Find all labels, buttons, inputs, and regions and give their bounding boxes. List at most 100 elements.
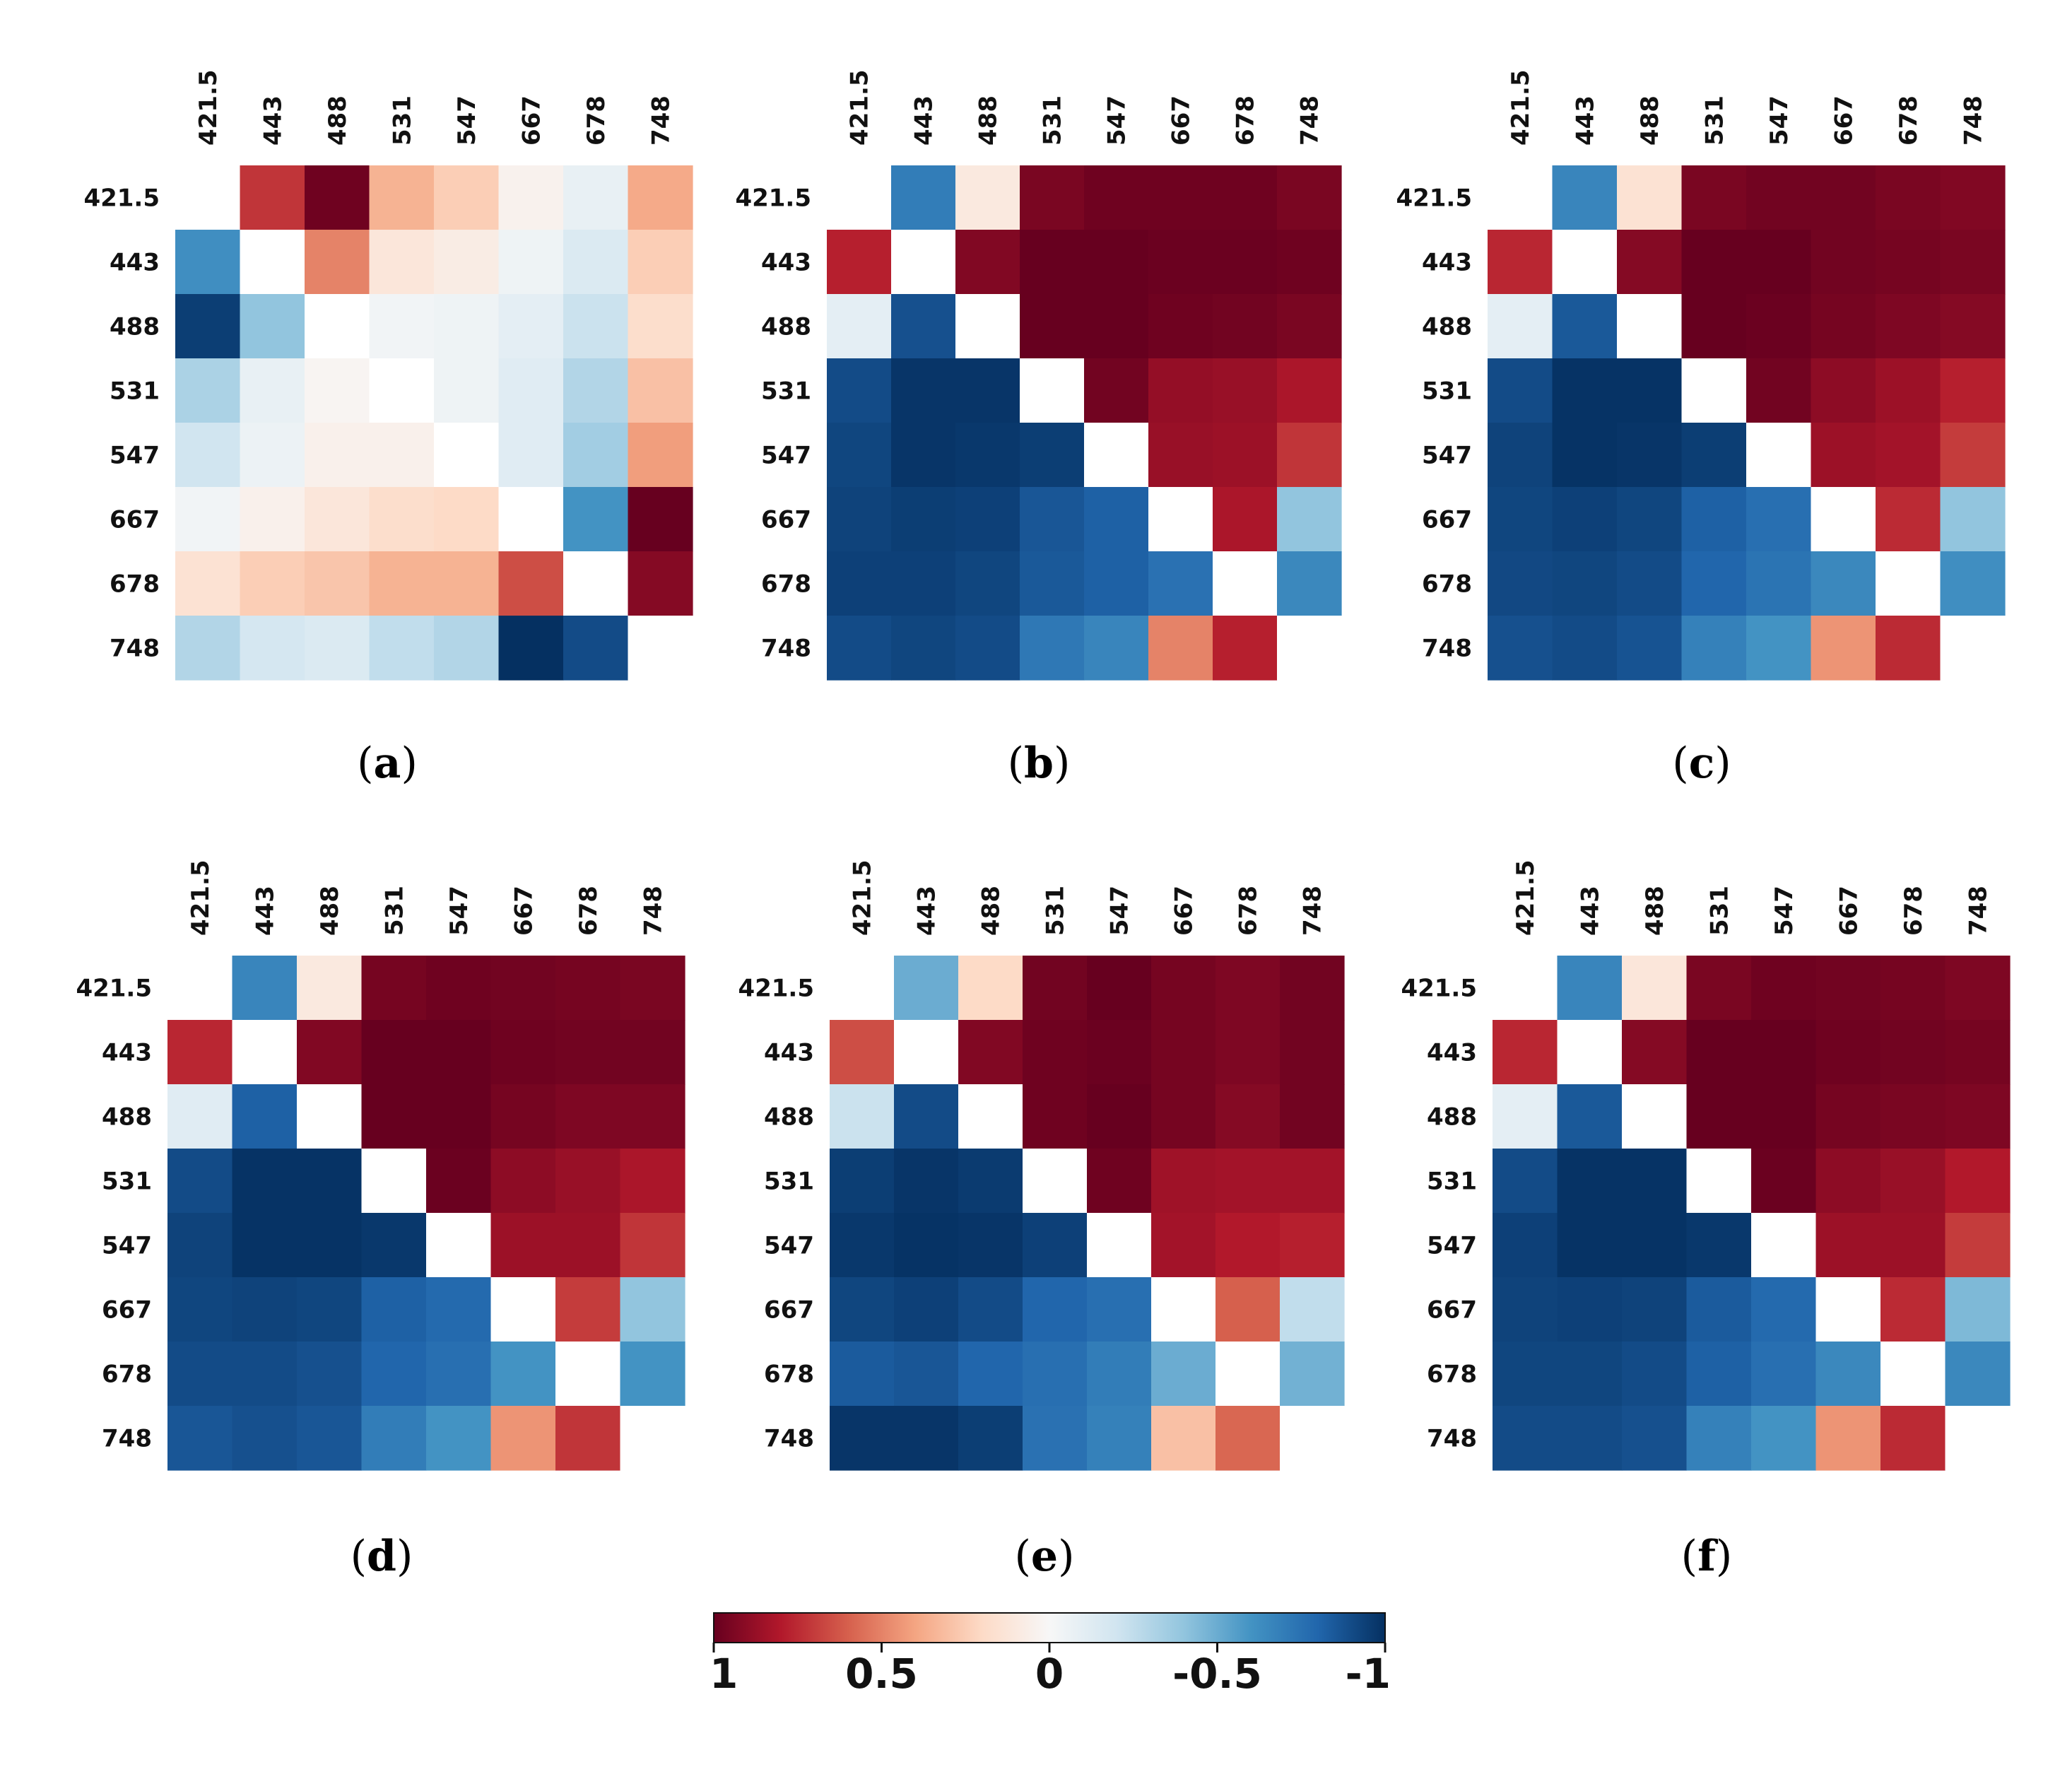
- y-tick-label: 678: [1427, 1361, 1477, 1389]
- colorbar-tick-label: 1: [710, 1650, 738, 1698]
- heatmap-cell-c-r5-c5: [1811, 487, 1876, 552]
- x-tick-label: 443: [910, 95, 938, 146]
- x-tick-label: 531: [1705, 886, 1733, 936]
- y-tick-label: 421.5: [76, 975, 152, 1003]
- heatmap-cell-e-r6-c6: [1215, 1342, 1281, 1407]
- heatmap-cell-e-r2-c4: [1087, 1084, 1152, 1149]
- heatmap-cell-c-r4-c5: [1811, 423, 1876, 488]
- heatmap-cell-e-r7-c4: [1087, 1406, 1152, 1471]
- heatmap-cell-d-r1-c4: [426, 1020, 492, 1085]
- heatmap-panel-f: 421.5 443 488 531 547 667 678 748 421.5 443 488 531…: [1401, 859, 2011, 1581]
- heatmap-cell-e-r3-c0: [830, 1149, 895, 1214]
- heatmap-cell-a-r4-c3: [369, 423, 435, 488]
- heatmap-cell-b-r6-c7: [1277, 551, 1342, 616]
- x-tick-label: 488: [316, 886, 344, 936]
- heatmap-cell-c-r5-c4: [1746, 487, 1812, 552]
- heatmap-cell-f-r5-c5: [1815, 1277, 1881, 1342]
- y-tick-label: 748: [110, 635, 160, 663]
- x-tick-label: 547: [1106, 886, 1134, 936]
- heatmap-cell-f-r0-c1: [1557, 956, 1623, 1021]
- heatmap-cell-d-r2-c3: [361, 1084, 427, 1149]
- colorbar-tick-label: -1: [1346, 1650, 1391, 1698]
- heatmap-cell-b-r3-c0: [827, 358, 892, 423]
- heatmap-cell-d-r7-c7: [620, 1406, 685, 1471]
- heatmap-cell-c-r5-c6: [1876, 487, 1941, 552]
- heatmap-cell-d-r4-c4: [426, 1213, 492, 1278]
- heatmap-cell-e-r6-c5: [1151, 1342, 1216, 1407]
- y-tick-label: 531: [1427, 1168, 1477, 1196]
- heatmap-cell-a-r7-c6: [563, 616, 629, 681]
- heatmap-cell-d-r0-c7: [620, 956, 685, 1021]
- heatmap-cell-e-r2-c1: [894, 1084, 959, 1149]
- heatmap-cell-d-r6-c5: [490, 1342, 556, 1407]
- heatmap-cell-d-r6-c1: [232, 1342, 298, 1407]
- heatmap-cell-b-r1-c5: [1148, 230, 1213, 295]
- heatmap-cell-e-r5-c4: [1087, 1277, 1152, 1342]
- heatmap-cell-e-r3-c7: [1280, 1149, 1345, 1214]
- heatmap-cell-c-r1-c2: [1617, 230, 1683, 295]
- heatmap-cell-c-r4-c3: [1681, 423, 1747, 488]
- heatmap-cell-b-r4-c4: [1084, 423, 1149, 488]
- heatmap-cell-a-r5-c5: [498, 487, 564, 552]
- heatmap-cell-b-r2-c6: [1213, 294, 1278, 359]
- x-tick-label: 547: [453, 95, 481, 146]
- heatmap-cell-e-r3-c2: [958, 1149, 1023, 1214]
- heatmap-cell-c-r4-c1: [1552, 423, 1618, 488]
- heatmap-cell-e-r3-c1: [894, 1149, 959, 1214]
- heatmap-cell-e-r4-c2: [958, 1213, 1023, 1278]
- heatmap-cell-f-r2-c7: [1945, 1084, 2011, 1149]
- heatmap-cell-a-r7-c2: [305, 616, 370, 681]
- x-tick-label: 547: [1103, 95, 1131, 146]
- heatmap-cell-e-r2-c5: [1151, 1084, 1216, 1149]
- heatmap-cell-f-r2-c6: [1880, 1084, 1946, 1149]
- heatmap-cell-c-r2-c1: [1552, 294, 1618, 359]
- heatmap-cell-b-r3-c2: [955, 358, 1020, 423]
- heatmap-cell-c-r2-c3: [1681, 294, 1747, 359]
- heatmap-cell-f-r6-c7: [1945, 1342, 2011, 1407]
- heatmap-cell-a-r3-c5: [498, 358, 564, 423]
- heatmap-cell-c-r3-c3: [1681, 358, 1747, 423]
- y-tick-label: 547: [110, 442, 160, 470]
- heatmap-panel-a: 421.5 443 488 531 547 667 678 748 421.5 443 488 531…: [83, 69, 693, 788]
- x-tick-label: 667: [1835, 886, 1863, 936]
- heatmap-cell-c-r7-c4: [1746, 616, 1812, 681]
- x-tick-label: 678: [1900, 886, 1928, 936]
- heatmap-cell-f-r7-c6: [1880, 1406, 1946, 1471]
- heatmap-cell-f-r0-c3: [1686, 956, 1752, 1021]
- x-tick-label: 748: [1959, 95, 1987, 146]
- heatmap-cell-a-r2-c4: [434, 294, 500, 359]
- heatmap-cell-d-r5-c6: [555, 1277, 621, 1342]
- heatmap-cell-c-r6-c1: [1552, 551, 1618, 616]
- x-tick-label: 547: [445, 886, 473, 936]
- colorbar: 1 0.5 0 -0.5 -1: [710, 1612, 1391, 1698]
- heatmap-cell-d-r7-c2: [297, 1406, 363, 1471]
- heatmap-cell-c-r7-c7: [1940, 616, 2006, 681]
- heatmap-cell-d-r2-c7: [620, 1084, 685, 1149]
- heatmap-cell-a-r3-c6: [563, 358, 629, 423]
- heatmap-cell-b-r2-c2: [955, 294, 1020, 359]
- heatmap-cell-c-r0-c0: [1488, 165, 1553, 230]
- heatmap-cell-f-r6-c2: [1622, 1342, 1688, 1407]
- x-tick-label: 667: [517, 95, 546, 146]
- heatmap-cell-c-r4-c2: [1617, 423, 1683, 488]
- heatmap-panel-c: 421.5 443 488 531 547 667 678 748 421.5 443 488 531…: [1396, 69, 2006, 788]
- x-tick-label: 748: [1964, 886, 1992, 936]
- heatmap-cell-a-r5-c3: [369, 487, 435, 552]
- heatmap-cell-f-r3-c4: [1751, 1149, 1817, 1214]
- heatmap-cell-b-r7-c3: [1020, 616, 1085, 681]
- y-tick-label: 748: [102, 1425, 152, 1453]
- heatmap-cell-a-r1-c1: [240, 230, 305, 295]
- heatmap-cell-b-r3-c4: [1084, 358, 1149, 423]
- heatmap-cell-f-r1-c4: [1751, 1020, 1817, 1085]
- x-tick-label: 531: [1039, 95, 1067, 146]
- heatmap-cell-c-r0-c6: [1876, 165, 1941, 230]
- heatmap-cell-b-r4-c0: [827, 423, 892, 488]
- heatmap-cell-e-r7-c5: [1151, 1406, 1216, 1471]
- heatmap-cell-a-r7-c0: [175, 616, 241, 681]
- heatmap-cell-d-r6-c2: [297, 1342, 363, 1407]
- heatmap-cell-d-r6-c7: [620, 1342, 685, 1407]
- heatmap-cell-d-r2-c0: [167, 1084, 233, 1149]
- heatmap-cell-f-r0-c2: [1622, 956, 1688, 1021]
- heatmap-cell-e-r0-c4: [1087, 956, 1152, 1021]
- heatmap-cell-b-r4-c3: [1020, 423, 1085, 488]
